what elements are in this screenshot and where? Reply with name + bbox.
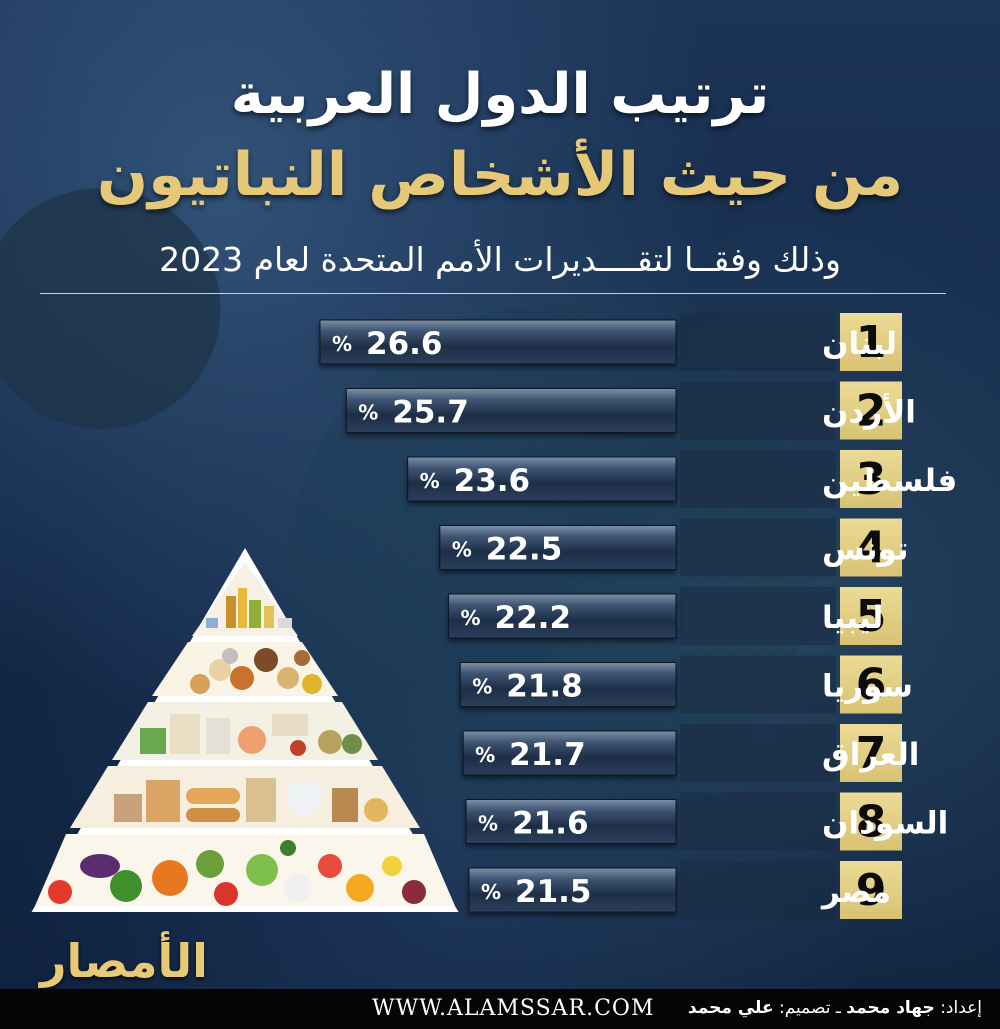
unit-label: % <box>475 743 495 767</box>
country-label: فلسطين <box>822 463 957 499</box>
country-label: لبنان <box>822 326 897 362</box>
rank-box <box>840 518 902 577</box>
bar <box>468 867 677 913</box>
bar <box>319 319 677 365</box>
designer-name: علي محمد <box>687 998 774 1018</box>
country-panel <box>680 518 836 577</box>
unit-label: % <box>358 401 378 425</box>
value-label: 21.6 <box>512 806 589 842</box>
bar <box>448 593 677 639</box>
website-url[interactable]: WWW.ALAMSSAR.COM <box>372 996 655 1021</box>
title-line-2: من حيث الأشخاص النباتيون <box>96 140 904 210</box>
title-line-1: ترتيب الدول العربية <box>230 62 770 127</box>
bar <box>459 662 677 707</box>
country-panel <box>680 450 836 508</box>
country-panel <box>680 861 836 919</box>
author-name: جهاد محمد <box>846 998 935 1018</box>
unit-label: % <box>472 675 492 699</box>
country-panel <box>680 381 836 440</box>
country-label: السودان <box>822 806 948 842</box>
bar <box>345 388 677 433</box>
subtitle-divider <box>40 293 946 294</box>
bar <box>407 456 677 502</box>
bar <box>462 730 677 776</box>
country-panel <box>680 587 836 645</box>
country-panel <box>680 655 836 714</box>
footer-bar <box>0 989 1000 1029</box>
rank-number: 1 <box>856 317 887 368</box>
rank-number: 7 <box>856 728 887 779</box>
rank-box <box>840 587 902 645</box>
rank-box <box>840 724 902 782</box>
rank-number: 6 <box>856 660 887 711</box>
rank-number: 8 <box>856 797 887 848</box>
bar <box>439 525 677 570</box>
unit-label: % <box>420 469 440 493</box>
country-label: تونس <box>822 532 909 568</box>
country-label: مصر <box>820 874 891 910</box>
rank-box <box>840 450 902 508</box>
unit-label: % <box>452 538 472 562</box>
value-label: 22.2 <box>495 600 572 636</box>
unit-label: % <box>481 880 501 904</box>
rank-box <box>840 381 902 440</box>
subtitle: وذلك وفقــا لتقــــديرات الأمم المتحدة ل… <box>159 240 841 279</box>
value-label: 25.7 <box>392 395 469 431</box>
country-label: ليبيا <box>822 600 883 636</box>
unit-label: % <box>461 606 481 630</box>
food-pyramid-illustration <box>31 548 459 912</box>
country-label: سوريا <box>822 669 913 705</box>
value-label: 26.6 <box>366 326 443 362</box>
country-panel <box>680 724 836 782</box>
credits: إعداد: جهاد محمد ـ تصميم: علي محمد <box>688 998 982 1018</box>
rank-number: 4 <box>856 523 887 574</box>
country-panel <box>680 792 836 851</box>
value-label: 22.5 <box>486 532 563 568</box>
country-label: الأردن <box>822 393 916 431</box>
bar <box>465 799 677 844</box>
rank-box <box>840 792 902 851</box>
credit-prefix: إعداد: <box>940 998 982 1018</box>
rank-box <box>840 313 902 371</box>
rank-number: 2 <box>856 386 887 437</box>
rank-box <box>840 655 902 714</box>
rank-number: 5 <box>856 591 887 642</box>
value-label: 21.5 <box>515 874 592 910</box>
country-label: العراق <box>822 737 919 773</box>
credit-separator: ـ <box>835 998 841 1018</box>
unit-label: % <box>478 812 498 836</box>
rank-number: 9 <box>856 865 887 916</box>
rank-box <box>840 861 902 919</box>
value-label: 23.6 <box>454 463 531 499</box>
country-panel <box>680 313 836 371</box>
alamssar-logo: الأمصار <box>40 934 209 988</box>
value-label: 21.7 <box>509 737 586 773</box>
rank-number: 3 <box>856 454 887 505</box>
design-prefix: تصميم: <box>779 998 831 1018</box>
value-label: 21.8 <box>506 669 583 705</box>
unit-label: % <box>332 332 352 356</box>
